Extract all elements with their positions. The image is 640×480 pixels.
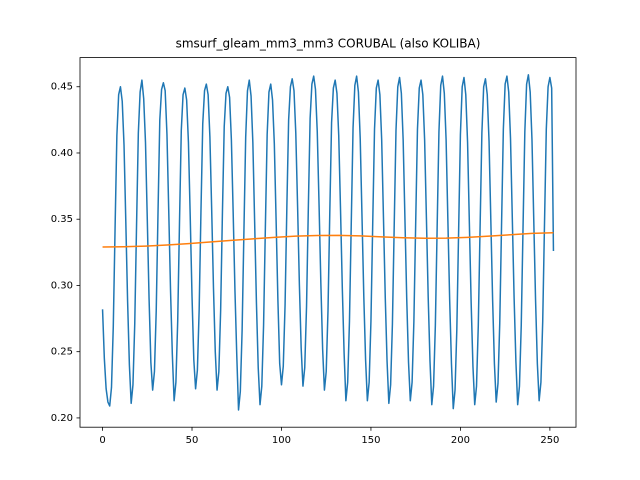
x-tick-label: 150 xyxy=(361,435,380,446)
series-line xyxy=(102,231,554,248)
y-tick-label: 0.40 xyxy=(51,148,73,159)
y-tick-label: 0.35 xyxy=(51,214,73,225)
x-tick-label: 100 xyxy=(272,435,291,446)
y-tick-label: 0.25 xyxy=(51,347,73,358)
series-line xyxy=(101,74,555,411)
x-tick-label: 250 xyxy=(540,435,559,446)
y-tick-label: 0.20 xyxy=(51,413,73,424)
x-tick-label: 50 xyxy=(186,435,199,446)
x-tick-label: 200 xyxy=(451,435,470,446)
y-tick-label: 0.45 xyxy=(51,82,73,93)
x-tick-label: 0 xyxy=(99,435,105,446)
chart-title: smsurf_gleam_mm3_mm3 CORUBAL (also KOLIB… xyxy=(176,37,481,51)
y-tick-label: 0.30 xyxy=(51,280,73,291)
plot-frame xyxy=(79,57,577,428)
